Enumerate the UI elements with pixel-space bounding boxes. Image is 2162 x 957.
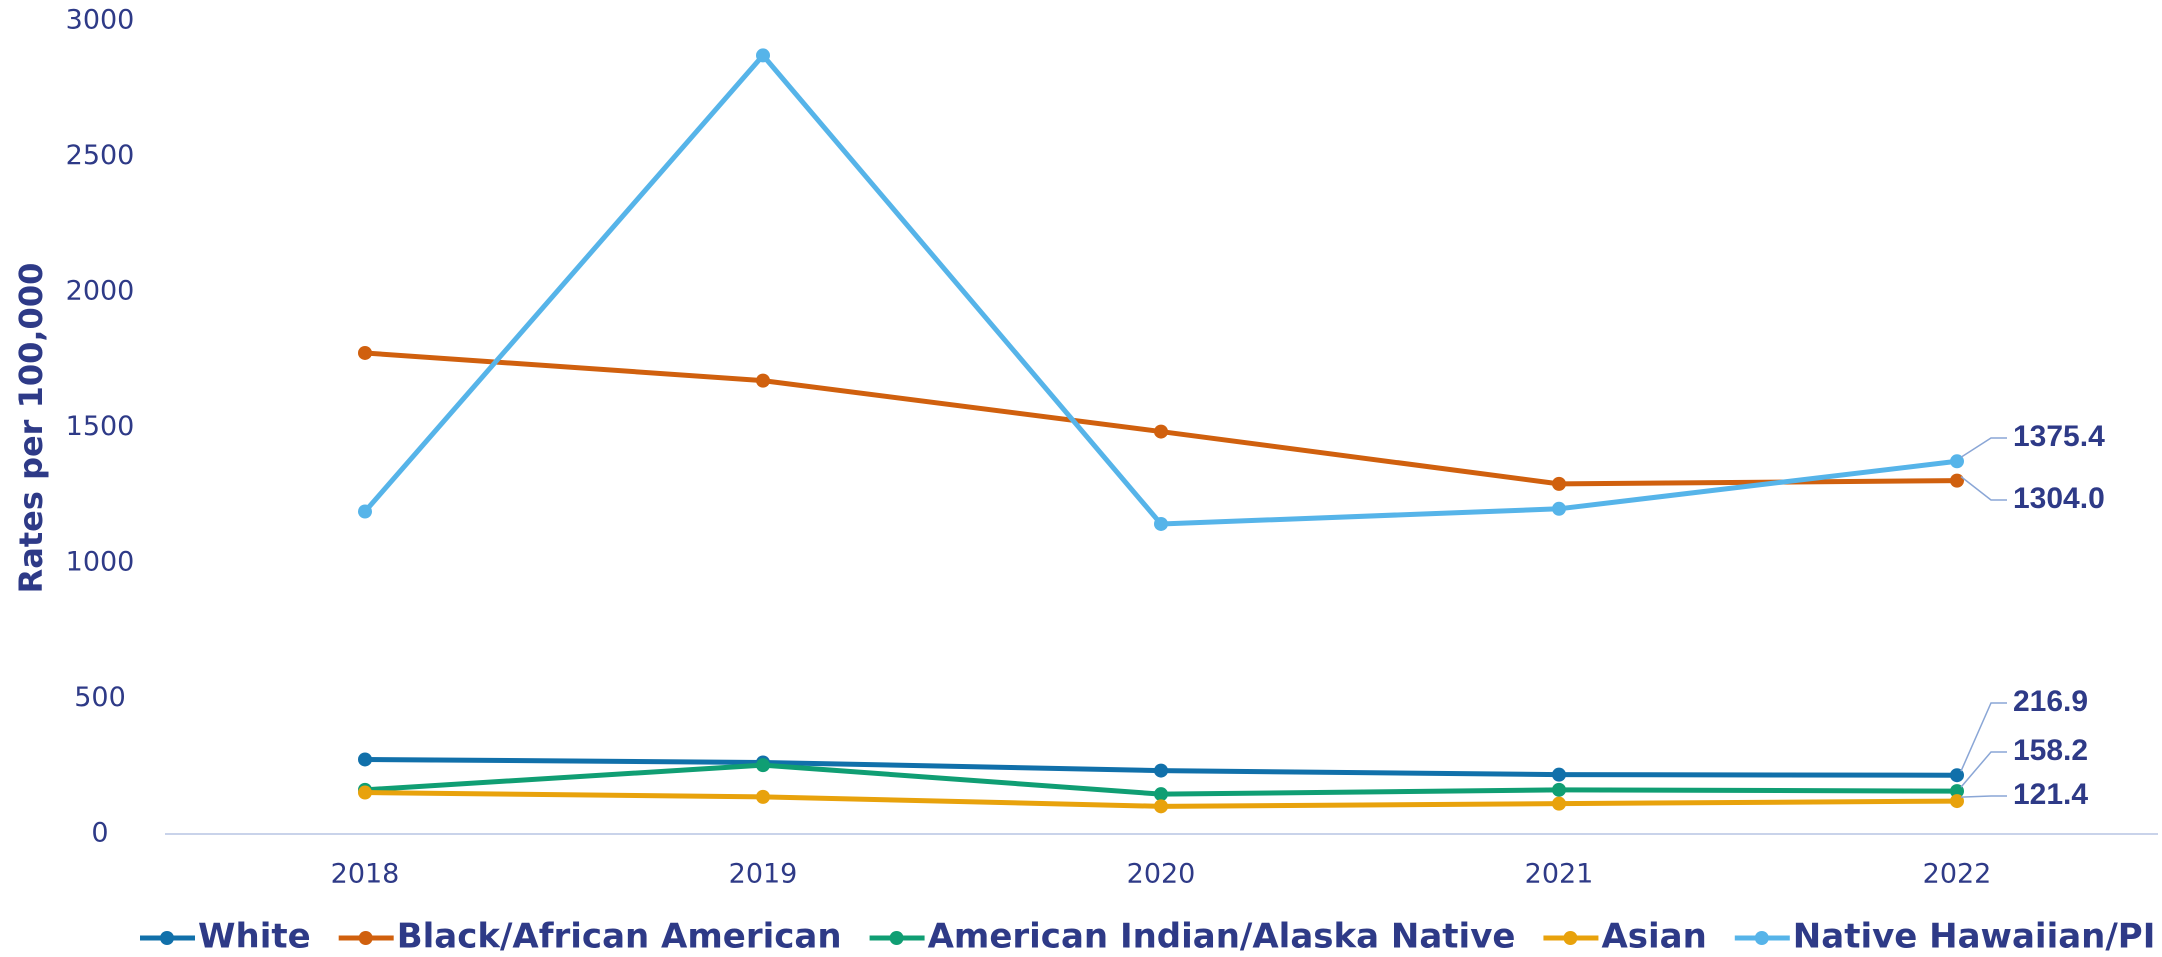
point — [1154, 763, 1168, 778]
x-tick-label: 2018 — [331, 859, 400, 890]
y-tick-label: 1000 — [66, 547, 135, 578]
value-label: 121.4 — [2013, 778, 2088, 811]
point — [1950, 794, 1964, 809]
point — [358, 345, 372, 360]
point — [1950, 784, 1964, 799]
leader-line — [1960, 702, 2007, 772]
legend-label: White — [198, 917, 311, 957]
legend-label: Asian — [1601, 917, 1706, 957]
y-tick-label: 0 — [91, 818, 108, 849]
x-tick-label: 2020 — [1127, 859, 1196, 890]
y-tick-label: 3000 — [66, 5, 135, 36]
leader-line — [1960, 437, 2007, 458]
leader-line — [1960, 751, 2007, 788]
value-label: 1304.0 — [2013, 482, 2105, 515]
point — [1552, 796, 1566, 811]
legend-marker — [1563, 931, 1578, 945]
legend-marker — [889, 931, 904, 945]
point — [1552, 782, 1566, 797]
value-label: 216.9 — [2013, 685, 2088, 718]
y-tick-label: 2000 — [66, 276, 135, 307]
point — [756, 373, 770, 388]
point — [756, 789, 770, 804]
legend-marker — [160, 931, 174, 945]
point — [756, 758, 770, 773]
point — [756, 48, 770, 63]
point — [1950, 454, 1964, 469]
y-tick-label: 1500 — [66, 411, 135, 442]
y-tick-label: 500 — [74, 682, 126, 713]
x-tick-label: 2022 — [1923, 859, 1992, 890]
point — [358, 785, 372, 800]
point — [1154, 787, 1168, 802]
point — [1552, 501, 1566, 516]
legend-label: American Indian/Alaska Native — [928, 917, 1516, 957]
y-tick-label: 2500 — [66, 140, 135, 171]
point — [358, 752, 372, 767]
legend-label: Black/African American — [397, 917, 842, 957]
x-tick-label: 2021 — [1525, 859, 1594, 890]
legend-label: Native Hawaiian/PI — [1793, 917, 2156, 957]
series-line — [363, 52, 1958, 527]
point — [1552, 767, 1566, 782]
point — [1950, 768, 1964, 783]
x-tick-label: 2019 — [729, 859, 798, 890]
value-label: 1375.4 — [2013, 420, 2105, 453]
legend-marker — [358, 931, 373, 945]
point — [1950, 473, 1964, 488]
value-label: 158.2 — [2013, 734, 2088, 767]
point — [1154, 424, 1168, 439]
point — [358, 504, 372, 519]
y-axis-title: Rates per 100,000 — [12, 263, 50, 594]
point — [1154, 516, 1168, 531]
point — [1552, 476, 1566, 491]
legend-marker — [1754, 931, 1769, 945]
point — [1154, 799, 1168, 814]
leader-line — [1960, 795, 2007, 798]
series-line — [364, 350, 1958, 487]
leader-line — [1960, 476, 2007, 501]
